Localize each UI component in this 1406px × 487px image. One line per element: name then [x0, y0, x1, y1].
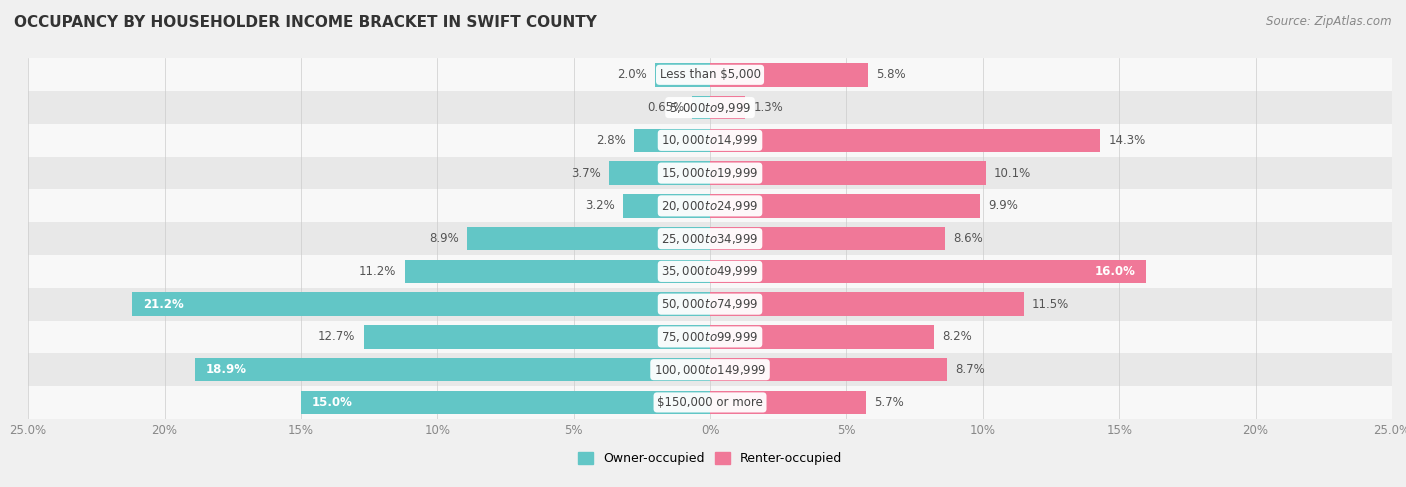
- Text: 12.7%: 12.7%: [318, 330, 356, 343]
- Text: 18.9%: 18.9%: [205, 363, 246, 376]
- Bar: [364, 325, 710, 349]
- Bar: [132, 292, 710, 316]
- Text: $35,000 to $49,999: $35,000 to $49,999: [661, 264, 759, 279]
- Text: 3.7%: 3.7%: [571, 167, 600, 180]
- Bar: [28, 288, 1392, 320]
- Bar: [28, 58, 1392, 91]
- Text: OCCUPANCY BY HOUSEHOLDER INCOME BRACKET IN SWIFT COUNTY: OCCUPANCY BY HOUSEHOLDER INCOME BRACKET …: [14, 15, 598, 30]
- Text: $15,000 to $19,999: $15,000 to $19,999: [661, 166, 759, 180]
- Text: 1.3%: 1.3%: [754, 101, 783, 114]
- Bar: [194, 358, 710, 381]
- Bar: [710, 63, 869, 87]
- Bar: [405, 260, 710, 283]
- Text: 11.2%: 11.2%: [359, 265, 396, 278]
- Text: 21.2%: 21.2%: [142, 298, 183, 311]
- Text: $25,000 to $34,999: $25,000 to $34,999: [661, 232, 759, 245]
- Bar: [710, 260, 1146, 283]
- Bar: [301, 391, 710, 414]
- Text: 8.9%: 8.9%: [429, 232, 460, 245]
- Text: 16.0%: 16.0%: [1095, 265, 1136, 278]
- Text: 0.65%: 0.65%: [647, 101, 685, 114]
- Bar: [28, 157, 1392, 189]
- Bar: [710, 292, 1024, 316]
- Text: 9.9%: 9.9%: [988, 199, 1018, 212]
- Bar: [634, 129, 710, 152]
- Text: 15.0%: 15.0%: [312, 396, 353, 409]
- Text: $10,000 to $14,999: $10,000 to $14,999: [661, 133, 759, 148]
- Bar: [710, 391, 866, 414]
- Bar: [609, 161, 710, 185]
- Text: 5.7%: 5.7%: [873, 396, 904, 409]
- Bar: [710, 129, 1099, 152]
- Text: $20,000 to $24,999: $20,000 to $24,999: [661, 199, 759, 213]
- Bar: [28, 353, 1392, 386]
- Bar: [655, 63, 710, 87]
- Text: 2.0%: 2.0%: [617, 68, 647, 81]
- Bar: [28, 91, 1392, 124]
- Text: 8.2%: 8.2%: [942, 330, 972, 343]
- Bar: [28, 386, 1392, 419]
- Text: $5,000 to $9,999: $5,000 to $9,999: [669, 101, 751, 114]
- Bar: [710, 161, 986, 185]
- Bar: [692, 96, 710, 119]
- Text: 2.8%: 2.8%: [596, 134, 626, 147]
- Text: $50,000 to $74,999: $50,000 to $74,999: [661, 297, 759, 311]
- Legend: Owner-occupied, Renter-occupied: Owner-occupied, Renter-occupied: [574, 447, 846, 470]
- Text: 8.6%: 8.6%: [953, 232, 983, 245]
- Bar: [28, 222, 1392, 255]
- Text: $100,000 to $149,999: $100,000 to $149,999: [654, 363, 766, 376]
- Text: Less than $5,000: Less than $5,000: [659, 68, 761, 81]
- Bar: [710, 358, 948, 381]
- Text: 11.5%: 11.5%: [1032, 298, 1069, 311]
- Text: 14.3%: 14.3%: [1108, 134, 1146, 147]
- Bar: [467, 227, 710, 250]
- Text: $75,000 to $99,999: $75,000 to $99,999: [661, 330, 759, 344]
- Text: 5.8%: 5.8%: [876, 68, 905, 81]
- Bar: [710, 325, 934, 349]
- Bar: [28, 255, 1392, 288]
- Bar: [710, 227, 945, 250]
- Bar: [710, 194, 980, 218]
- Text: $150,000 or more: $150,000 or more: [657, 396, 763, 409]
- Bar: [28, 124, 1392, 157]
- Text: 3.2%: 3.2%: [585, 199, 614, 212]
- Bar: [28, 320, 1392, 353]
- Text: Source: ZipAtlas.com: Source: ZipAtlas.com: [1267, 15, 1392, 28]
- Bar: [28, 189, 1392, 222]
- Bar: [623, 194, 710, 218]
- Bar: [710, 96, 745, 119]
- Text: 10.1%: 10.1%: [994, 167, 1031, 180]
- Text: 8.7%: 8.7%: [956, 363, 986, 376]
